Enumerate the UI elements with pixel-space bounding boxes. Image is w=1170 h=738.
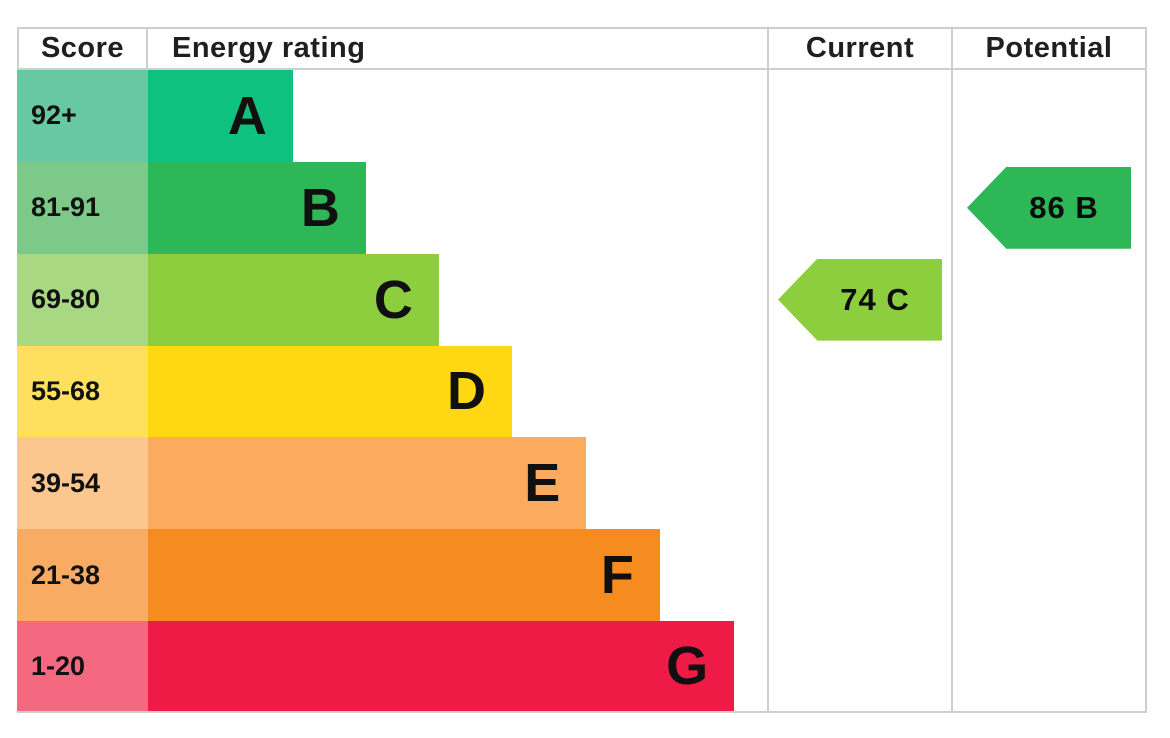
header-current-label: Current bbox=[805, 32, 915, 64]
potential-rating-arrow: 86 B bbox=[967, 166, 1131, 249]
score-range-label: 1-20 bbox=[31, 650, 86, 681]
header-potential: Potential bbox=[951, 27, 1147, 70]
score-range-label: 39-54 bbox=[31, 467, 101, 498]
potential-cell: 86 B bbox=[951, 161, 1147, 254]
rating-bar-d: D bbox=[148, 345, 512, 438]
rating-bar-g: G bbox=[148, 621, 735, 711]
score-range-label: 21-38 bbox=[31, 559, 101, 590]
current-cell bbox=[767, 621, 951, 713]
header-score: Score bbox=[17, 27, 148, 70]
score-range-label: 69-80 bbox=[31, 284, 101, 315]
score-cell-a: 92+ bbox=[17, 70, 148, 162]
score-range-label: 55-68 bbox=[31, 375, 101, 406]
potential-cell bbox=[951, 253, 1147, 346]
potential-cell bbox=[951, 621, 1147, 713]
epc-rating-table: Score Energy rating Current Potential 92… bbox=[17, 27, 1147, 713]
rating-bar-c: C bbox=[148, 253, 439, 346]
header-energy-rating: Energy rating bbox=[148, 27, 767, 70]
rating-bar-f: F bbox=[148, 529, 660, 622]
score-cell-e: 39-54 bbox=[17, 437, 148, 530]
score-cell-b: 81-91 bbox=[17, 161, 148, 254]
header-score-label: Score bbox=[40, 32, 125, 64]
header-energy-rating-label: Energy rating bbox=[172, 32, 366, 64]
rating-cell: A bbox=[148, 70, 767, 162]
current-cell bbox=[767, 345, 951, 438]
potential-cell bbox=[951, 437, 1147, 530]
rating-bar-e: E bbox=[148, 437, 587, 530]
rating-cell: F bbox=[148, 529, 767, 622]
score-cell-g: 1-20 bbox=[17, 621, 148, 713]
rating-cell: B bbox=[148, 161, 767, 254]
potential-cell bbox=[951, 345, 1147, 438]
rating-cell: E bbox=[148, 437, 767, 530]
score-range-label: 92+ bbox=[31, 100, 77, 131]
rating-bar-b: B bbox=[148, 161, 366, 254]
score-cell-f: 21-38 bbox=[17, 529, 148, 622]
rating-cell: D bbox=[148, 345, 767, 438]
current-cell: 74 C bbox=[767, 253, 951, 346]
score-cell-c: 69-80 bbox=[17, 253, 148, 346]
score-cell-d: 55-68 bbox=[17, 345, 148, 438]
score-range-label: 81-91 bbox=[31, 192, 101, 223]
current-cell bbox=[767, 70, 951, 162]
rating-cell: G bbox=[148, 621, 767, 713]
potential-cell bbox=[951, 70, 1147, 162]
header-potential-label: Potential bbox=[985, 32, 1113, 64]
current-cell bbox=[767, 161, 951, 254]
current-rating-arrow: 74 C bbox=[778, 258, 942, 341]
potential-cell bbox=[951, 529, 1147, 622]
current-cell bbox=[767, 437, 951, 530]
header-current: Current bbox=[767, 27, 951, 70]
rating-cell: C bbox=[148, 253, 767, 346]
current-cell bbox=[767, 529, 951, 622]
rating-bar-a: A bbox=[148, 70, 293, 162]
